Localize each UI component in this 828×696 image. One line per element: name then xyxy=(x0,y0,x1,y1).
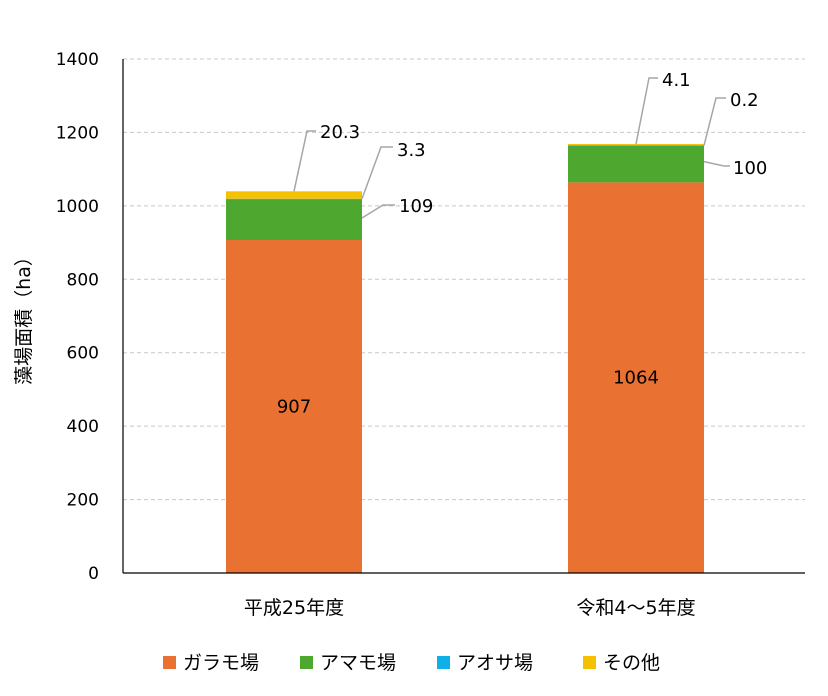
bar-segment-amamo xyxy=(568,145,704,183)
legend-swatch-aosa xyxy=(437,656,450,669)
leader-line xyxy=(703,160,730,167)
data-label: 1064 xyxy=(613,368,659,389)
y-tick-label: 600 xyxy=(67,344,99,364)
legend-label: その他 xyxy=(603,652,660,674)
data-labels: 907 1064 109 3.3 20.3 100 0.2 4.1 xyxy=(277,70,768,418)
bar-segment-aosa xyxy=(226,198,362,200)
data-label: 3.3 xyxy=(397,140,426,161)
legend-label: アオサ場 xyxy=(457,652,533,674)
data-label: 109 xyxy=(399,196,433,217)
leader-line xyxy=(293,130,316,192)
y-tick-label: 200 xyxy=(67,491,99,511)
leader-line xyxy=(361,204,395,219)
bar-segment-garamo xyxy=(226,240,362,573)
y-tick-label: 800 xyxy=(67,270,99,290)
leader-lines xyxy=(293,77,730,219)
data-label: 20.3 xyxy=(320,122,360,143)
data-label: 100 xyxy=(733,158,767,179)
axes: 0 200 400 600 800 1000 1200 1400 平成25年度 令和4〜5年度 xyxy=(56,50,805,619)
bar-segment-other xyxy=(568,144,704,146)
bar-segment-aosa xyxy=(568,145,704,147)
leader-line xyxy=(361,146,393,200)
legend-label: アマモ場 xyxy=(320,652,396,674)
legend-label: ガラモ場 xyxy=(183,652,259,674)
y-tick-label: 1200 xyxy=(56,123,99,143)
legend-swatch-garamo xyxy=(163,656,176,669)
leader-line xyxy=(635,77,658,145)
x-category-label: 平成25年度 xyxy=(244,597,344,619)
legend-swatch-amamo xyxy=(300,656,313,669)
bars xyxy=(226,144,704,574)
y-tick-label: 1400 xyxy=(56,50,99,70)
data-label: 4.1 xyxy=(662,70,691,91)
data-label: 0.2 xyxy=(730,90,759,111)
x-category-label: 令和4〜5年度 xyxy=(576,597,695,619)
y-tick-label: 1000 xyxy=(56,197,99,217)
y-tick-label: 0 xyxy=(88,564,99,584)
data-label: 907 xyxy=(277,397,311,418)
legend-swatch-other xyxy=(583,656,596,669)
y-tick-label: 400 xyxy=(67,417,99,437)
bar-segment-garamo xyxy=(568,182,704,574)
y-axis-label: 藻場面積（ha） xyxy=(13,247,35,385)
bar-segment-other xyxy=(226,191,362,199)
legend: ガラモ場 アマモ場 アオサ場 その他 xyxy=(163,652,660,674)
leader-line xyxy=(703,97,726,146)
bar-segment-amamo xyxy=(226,199,362,241)
